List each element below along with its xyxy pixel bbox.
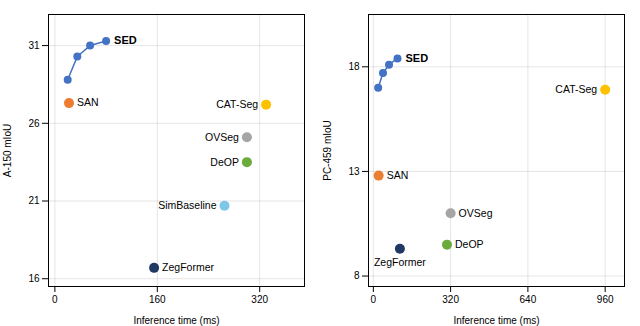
svg-text:Inference time (ms): Inference time (ms) [453, 315, 539, 326]
svg-text:SimBaseline: SimBaseline [158, 199, 217, 211]
svg-text:320: 320 [251, 294, 268, 305]
svg-text:8: 8 [354, 270, 360, 281]
svg-text:A-150 mIoU: A-150 mIoU [2, 124, 13, 177]
svg-text:Inference time (ms): Inference time (ms) [133, 315, 219, 326]
svg-text:18: 18 [348, 61, 360, 72]
svg-text:320: 320 [442, 294, 459, 305]
svg-text:16: 16 [28, 273, 40, 284]
svg-text:SED: SED [114, 34, 137, 46]
svg-text:21: 21 [28, 195, 40, 206]
svg-text:31: 31 [28, 40, 40, 51]
svg-text:CAT-Seg: CAT-Seg [216, 98, 258, 110]
svg-text:OVSeg: OVSeg [205, 131, 239, 143]
svg-text:PC-459 mIoU: PC-459 mIoU [322, 120, 333, 181]
svg-text:OVSeg: OVSeg [459, 207, 493, 219]
svg-text:DeOP: DeOP [210, 156, 239, 168]
svg-text:DeOP: DeOP [455, 238, 484, 250]
svg-text:640: 640 [520, 294, 537, 305]
svg-text:13: 13 [348, 166, 360, 177]
svg-text:ZegFormer: ZegFormer [162, 261, 214, 273]
svg-text:ZegFormer: ZegFormer [374, 256, 426, 268]
svg-text:CAT-Seg: CAT-Seg [555, 83, 597, 95]
svg-text:SAN: SAN [387, 169, 409, 181]
svg-text:SED: SED [405, 52, 428, 64]
svg-text:0: 0 [52, 294, 58, 305]
svg-text:960: 960 [597, 294, 614, 305]
svg-text:SAN: SAN [77, 96, 99, 108]
svg-text:160: 160 [149, 294, 166, 305]
svg-text:0: 0 [371, 294, 377, 305]
svg-text:26: 26 [28, 118, 40, 129]
